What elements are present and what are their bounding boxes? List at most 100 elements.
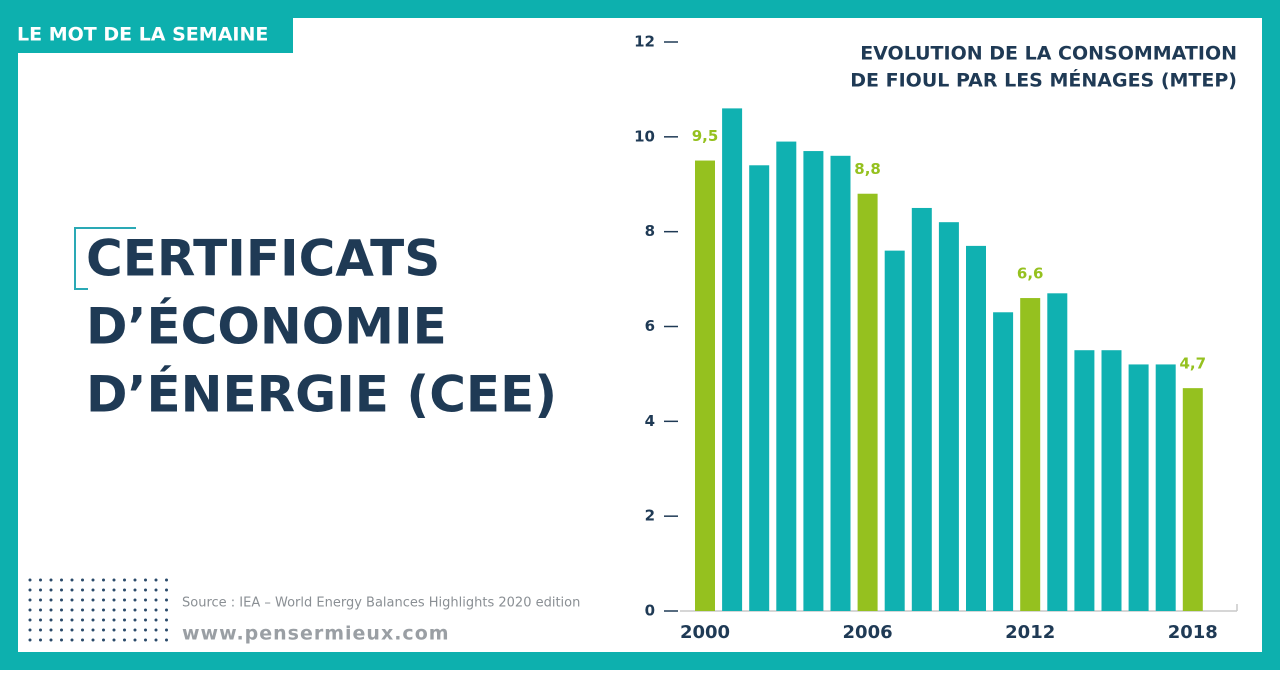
dot: [123, 628, 126, 632]
dot: [144, 638, 147, 642]
dot: [144, 578, 147, 582]
dot: [28, 588, 32, 592]
dot: [60, 588, 63, 592]
bar: [966, 245, 986, 611]
title-line: D’ÉNERGIE (CEE): [86, 365, 557, 424]
bar: [803, 151, 824, 611]
dot: [154, 628, 158, 632]
dot: [112, 618, 116, 622]
dot: [70, 638, 74, 642]
dot: [165, 588, 168, 592]
dot: [123, 618, 126, 622]
dot: [112, 598, 116, 602]
dot: [112, 608, 116, 612]
dot: [60, 608, 63, 612]
dot: [60, 618, 63, 622]
dot: [60, 638, 63, 642]
bar: [1128, 364, 1149, 611]
dot: [133, 598, 137, 602]
dot: [39, 628, 42, 632]
dot: [102, 608, 105, 612]
dot: [123, 598, 126, 602]
dot: [165, 638, 168, 642]
dot: [70, 588, 74, 592]
dot: [112, 628, 116, 632]
dot: [39, 608, 42, 612]
dot: [102, 628, 105, 632]
dot: [133, 578, 137, 582]
dot: [133, 588, 137, 592]
value-label: 9,5: [692, 127, 719, 145]
chart-title: EVOLUTION DE LA CONSOMMATION DE FIOUL PA…: [850, 43, 1237, 92]
label-box: [0, 15, 293, 53]
dot: [49, 618, 53, 622]
dot: [49, 598, 53, 602]
dot: [102, 588, 105, 592]
dot: [102, 598, 105, 602]
dot: [112, 588, 116, 592]
dot: [102, 618, 105, 622]
dot: [81, 608, 84, 612]
y-tick-label: 2: [645, 507, 655, 525]
dot: [49, 588, 53, 592]
bar: [993, 312, 1014, 611]
dot: [133, 618, 137, 622]
bar: [830, 155, 851, 612]
bar: [1101, 350, 1122, 611]
dot: [144, 608, 147, 612]
dot: [123, 638, 126, 642]
dot: [91, 628, 95, 632]
bar: [776, 141, 797, 611]
y-tick-label: 0: [645, 602, 655, 620]
dot: [144, 588, 147, 592]
dot: [102, 638, 105, 642]
dot: [154, 608, 158, 612]
dot: [154, 638, 158, 642]
dot: [165, 618, 168, 622]
dot: [49, 608, 53, 612]
header-label: LE MOT DE LA SEMAINE: [17, 24, 268, 46]
dot: [102, 578, 105, 582]
dot: [123, 588, 126, 592]
dot: [70, 578, 74, 582]
dot: [91, 618, 95, 622]
dot: [28, 628, 32, 632]
dot: [91, 588, 95, 592]
bar: [722, 108, 743, 611]
dot: [39, 578, 42, 582]
website: www.pensermieux.com: [182, 623, 450, 645]
dot: [165, 608, 168, 612]
dot: [154, 618, 158, 622]
dot: [81, 618, 84, 622]
dot: [70, 598, 74, 602]
y-tick-label: 8: [645, 222, 655, 240]
dot: [28, 598, 32, 602]
dot: [165, 598, 168, 602]
dot: [81, 578, 84, 582]
title-line: D’ÉCONOMIE: [86, 297, 447, 356]
dot: [39, 598, 42, 602]
bracket: [74, 227, 136, 290]
dot: [28, 638, 32, 642]
dot: [28, 618, 32, 622]
dot: [133, 628, 137, 632]
dot: [81, 588, 84, 592]
bar: [911, 207, 932, 612]
dot: [112, 638, 116, 642]
title-line: CERTIFICATS: [86, 230, 440, 288]
dot: [91, 638, 95, 642]
dot: [144, 618, 147, 622]
dot: [39, 618, 42, 622]
source: Source : IEA – World Energy Balances Hig…: [182, 596, 580, 611]
dot: [81, 628, 84, 632]
value-label: 4,7: [1180, 355, 1207, 373]
dot: [70, 628, 74, 632]
dot: [60, 598, 63, 602]
dot: [49, 578, 53, 582]
chart-title-line: EVOLUTION DE LA CONSOMMATION: [860, 43, 1237, 65]
bar: [1074, 350, 1095, 611]
dot-pattern: [28, 578, 168, 642]
dot: [91, 578, 95, 582]
dot: [60, 578, 63, 582]
